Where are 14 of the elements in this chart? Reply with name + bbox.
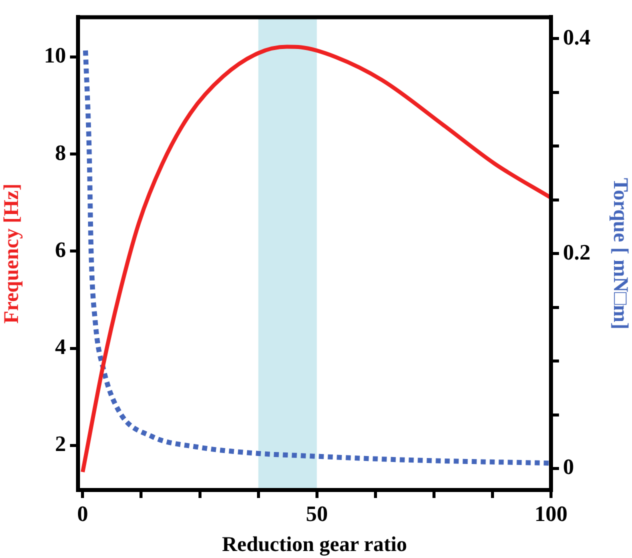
y2-tick-label: 0.2 [563, 239, 590, 264]
x-tick-label: 50 [306, 500, 328, 526]
y-tick-label: 10 [44, 42, 66, 68]
x-tick-label: 0 [77, 500, 88, 526]
y-tick-label: 4 [55, 334, 66, 359]
x-axis-title: Reduction gear ratio [222, 532, 408, 556]
y-tick-label: 6 [55, 236, 66, 262]
y-tick-label: 8 [55, 140, 66, 165]
y2-axis-title: Torque [ mN□m] [608, 178, 632, 330]
x-tick-label: 100 [534, 500, 568, 526]
y2-tick-label: 0.4 [563, 24, 590, 50]
y-axis-title: Frequency [Hz] [0, 184, 24, 324]
y-tick-label: 2 [55, 431, 66, 456]
y2-tick-label: 0 [563, 454, 574, 480]
